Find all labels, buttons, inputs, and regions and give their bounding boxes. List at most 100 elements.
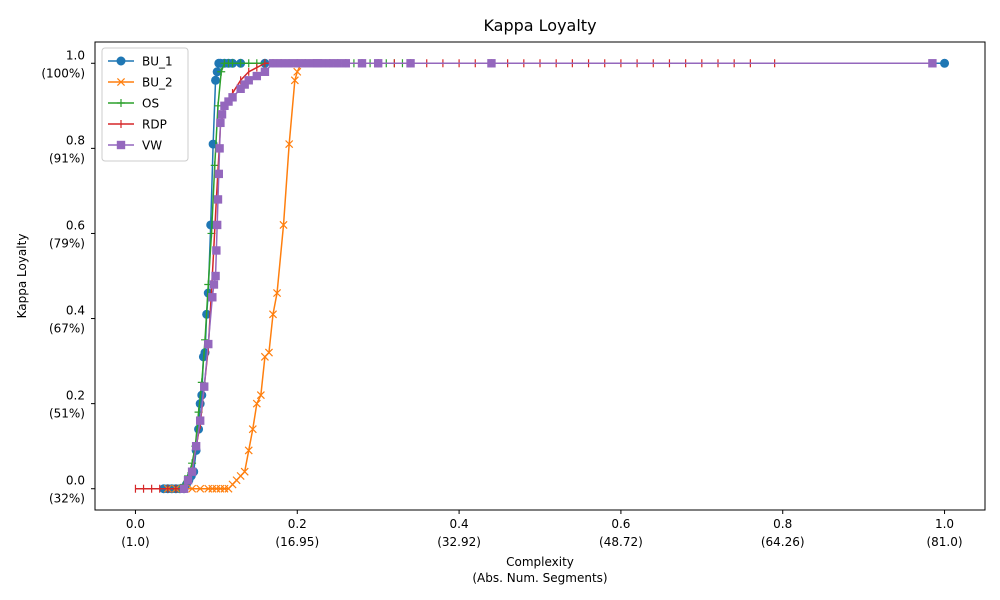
x-axis-sublabel: (Abs. Num. Segments) xyxy=(472,571,607,585)
data-point xyxy=(211,271,220,281)
y-tick-label: 0.2 xyxy=(66,389,85,403)
legend-label: VW xyxy=(142,139,162,153)
y-axis-label: Kappa Loyalty xyxy=(15,234,29,319)
legend-item: VW xyxy=(108,139,162,153)
legend-swatch-marker xyxy=(116,140,126,150)
data-point xyxy=(224,97,233,106)
data-point xyxy=(215,144,224,153)
data-point xyxy=(293,67,302,76)
data-point xyxy=(293,59,302,68)
data-point xyxy=(252,71,262,81)
data-point xyxy=(317,59,326,68)
data-point xyxy=(268,59,278,68)
data-point xyxy=(217,110,227,119)
data-point xyxy=(240,80,249,89)
data-point xyxy=(204,339,213,349)
y-tick-label: 0.8 xyxy=(66,133,85,147)
data-point xyxy=(220,101,229,111)
data-point xyxy=(212,246,221,255)
x-axis-label: Complexity xyxy=(506,555,574,569)
data-point xyxy=(256,391,265,400)
data-point xyxy=(290,76,299,85)
plot-frame xyxy=(94,41,986,511)
series-bu-2 xyxy=(163,59,342,493)
data-point xyxy=(195,416,205,425)
data-point xyxy=(252,399,261,408)
data-point xyxy=(268,310,278,319)
data-point xyxy=(244,446,253,455)
y-tick-label: 0.0 xyxy=(66,474,85,488)
y-axis-ticks: 0.0 (32%) 0.2 (51%) 0.4 (67%) 0.6 (79%) 0.8 (91%)… xyxy=(41,48,95,506)
data-point xyxy=(248,425,257,434)
data-point xyxy=(264,348,273,357)
x-tick-sublabel: (81.0) xyxy=(926,535,962,549)
data-point xyxy=(214,169,223,179)
data-point xyxy=(209,280,219,289)
data-point xyxy=(244,59,253,68)
data-point xyxy=(333,59,342,68)
x-tick-sublabel: (48.72) xyxy=(599,535,643,549)
y-tick-label: 0.6 xyxy=(66,218,85,232)
data-point xyxy=(284,59,294,68)
x-tick-sublabel: (64.26) xyxy=(761,535,805,549)
x-axis-ticks: 0.0 (1.0) 0.2 (16.95) 0.4 (32.92) 0.6 (48.72) 0.… xyxy=(121,510,963,549)
legend-item: OS xyxy=(108,97,159,111)
data-point xyxy=(240,467,249,476)
legend-label: RDP xyxy=(142,118,167,132)
data-point xyxy=(187,467,197,476)
data-point xyxy=(212,220,222,230)
data-point xyxy=(211,75,221,85)
data-point xyxy=(244,76,253,85)
data-point xyxy=(210,161,219,170)
y-tick-sublabel: (91%) xyxy=(49,151,85,165)
data-point xyxy=(341,59,351,68)
data-point xyxy=(188,459,197,468)
data-point xyxy=(200,382,209,391)
data-point xyxy=(487,59,496,68)
y-tick-label: 1.0 xyxy=(66,48,85,62)
data-point xyxy=(373,59,383,68)
data-point xyxy=(228,93,237,102)
series-layer xyxy=(134,58,950,494)
data-point xyxy=(325,59,334,68)
data-point xyxy=(197,390,207,400)
series-vw xyxy=(179,59,937,493)
x-tick-sublabel: (16.95) xyxy=(275,535,319,549)
data-point xyxy=(216,118,225,128)
data-point xyxy=(273,288,282,298)
chart-title: Kappa Loyalty xyxy=(483,16,596,35)
x-tick-label: 1.0 xyxy=(935,517,954,531)
x-tick-sublabel: (32.92) xyxy=(437,535,481,549)
y-tick-sublabel: (79%) xyxy=(49,236,85,250)
y-tick-sublabel: (67%) xyxy=(49,322,85,336)
legend-swatch-marker xyxy=(117,99,125,107)
data-point xyxy=(213,195,223,204)
legend-item: BU_1 xyxy=(108,55,173,69)
legend-label: BU_1 xyxy=(142,55,173,69)
data-point xyxy=(285,140,294,149)
data-point xyxy=(406,59,415,68)
x-tick-label: 0.8 xyxy=(773,517,792,531)
x-tick-label: 0.2 xyxy=(288,517,307,531)
data-point xyxy=(196,484,205,493)
legend: BU_1 BU_2 OS RDP VW xyxy=(101,47,189,162)
data-point xyxy=(301,59,310,68)
data-point xyxy=(217,67,226,76)
data-point xyxy=(357,59,367,68)
legend-swatch-marker xyxy=(116,56,126,66)
data-point xyxy=(276,59,286,68)
data-point xyxy=(260,67,270,76)
data-point xyxy=(940,58,950,68)
y-tick-sublabel: (100%) xyxy=(41,66,85,80)
data-point xyxy=(188,484,197,493)
x-tick-label: 0.0 xyxy=(126,517,145,531)
legend-item: RDP xyxy=(108,118,167,132)
legend-item: BU_2 xyxy=(108,76,173,90)
data-point xyxy=(179,484,189,493)
x-tick-sublabel: (1.0) xyxy=(121,535,149,549)
y-tick-label: 0.4 xyxy=(66,304,85,318)
data-point xyxy=(279,220,288,229)
data-point xyxy=(183,476,193,485)
data-point xyxy=(191,441,201,451)
data-point xyxy=(236,59,245,68)
